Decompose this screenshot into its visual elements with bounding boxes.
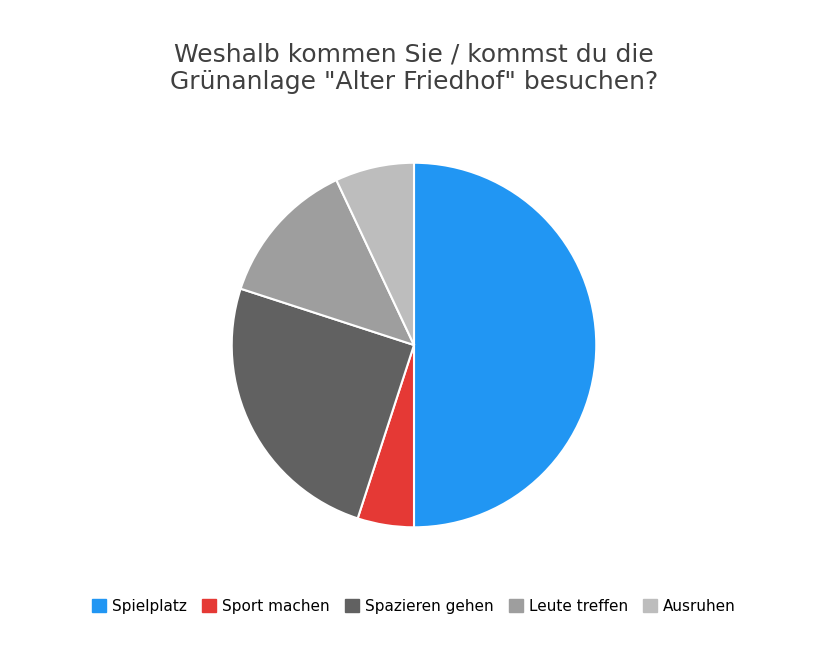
Wedge shape	[336, 163, 414, 345]
Title: Weshalb kommen Sie / kommst du die
Grünanlage "Alter Friedhof" besuchen?: Weshalb kommen Sie / kommst du die Grüna…	[170, 42, 657, 94]
Wedge shape	[357, 345, 414, 527]
Legend: Spielplatz, Sport machen, Spazieren gehen, Leute treffen, Ausruhen: Spielplatz, Sport machen, Spazieren gehe…	[86, 592, 741, 620]
Wedge shape	[414, 163, 595, 527]
Wedge shape	[232, 288, 414, 518]
Wedge shape	[241, 180, 414, 345]
